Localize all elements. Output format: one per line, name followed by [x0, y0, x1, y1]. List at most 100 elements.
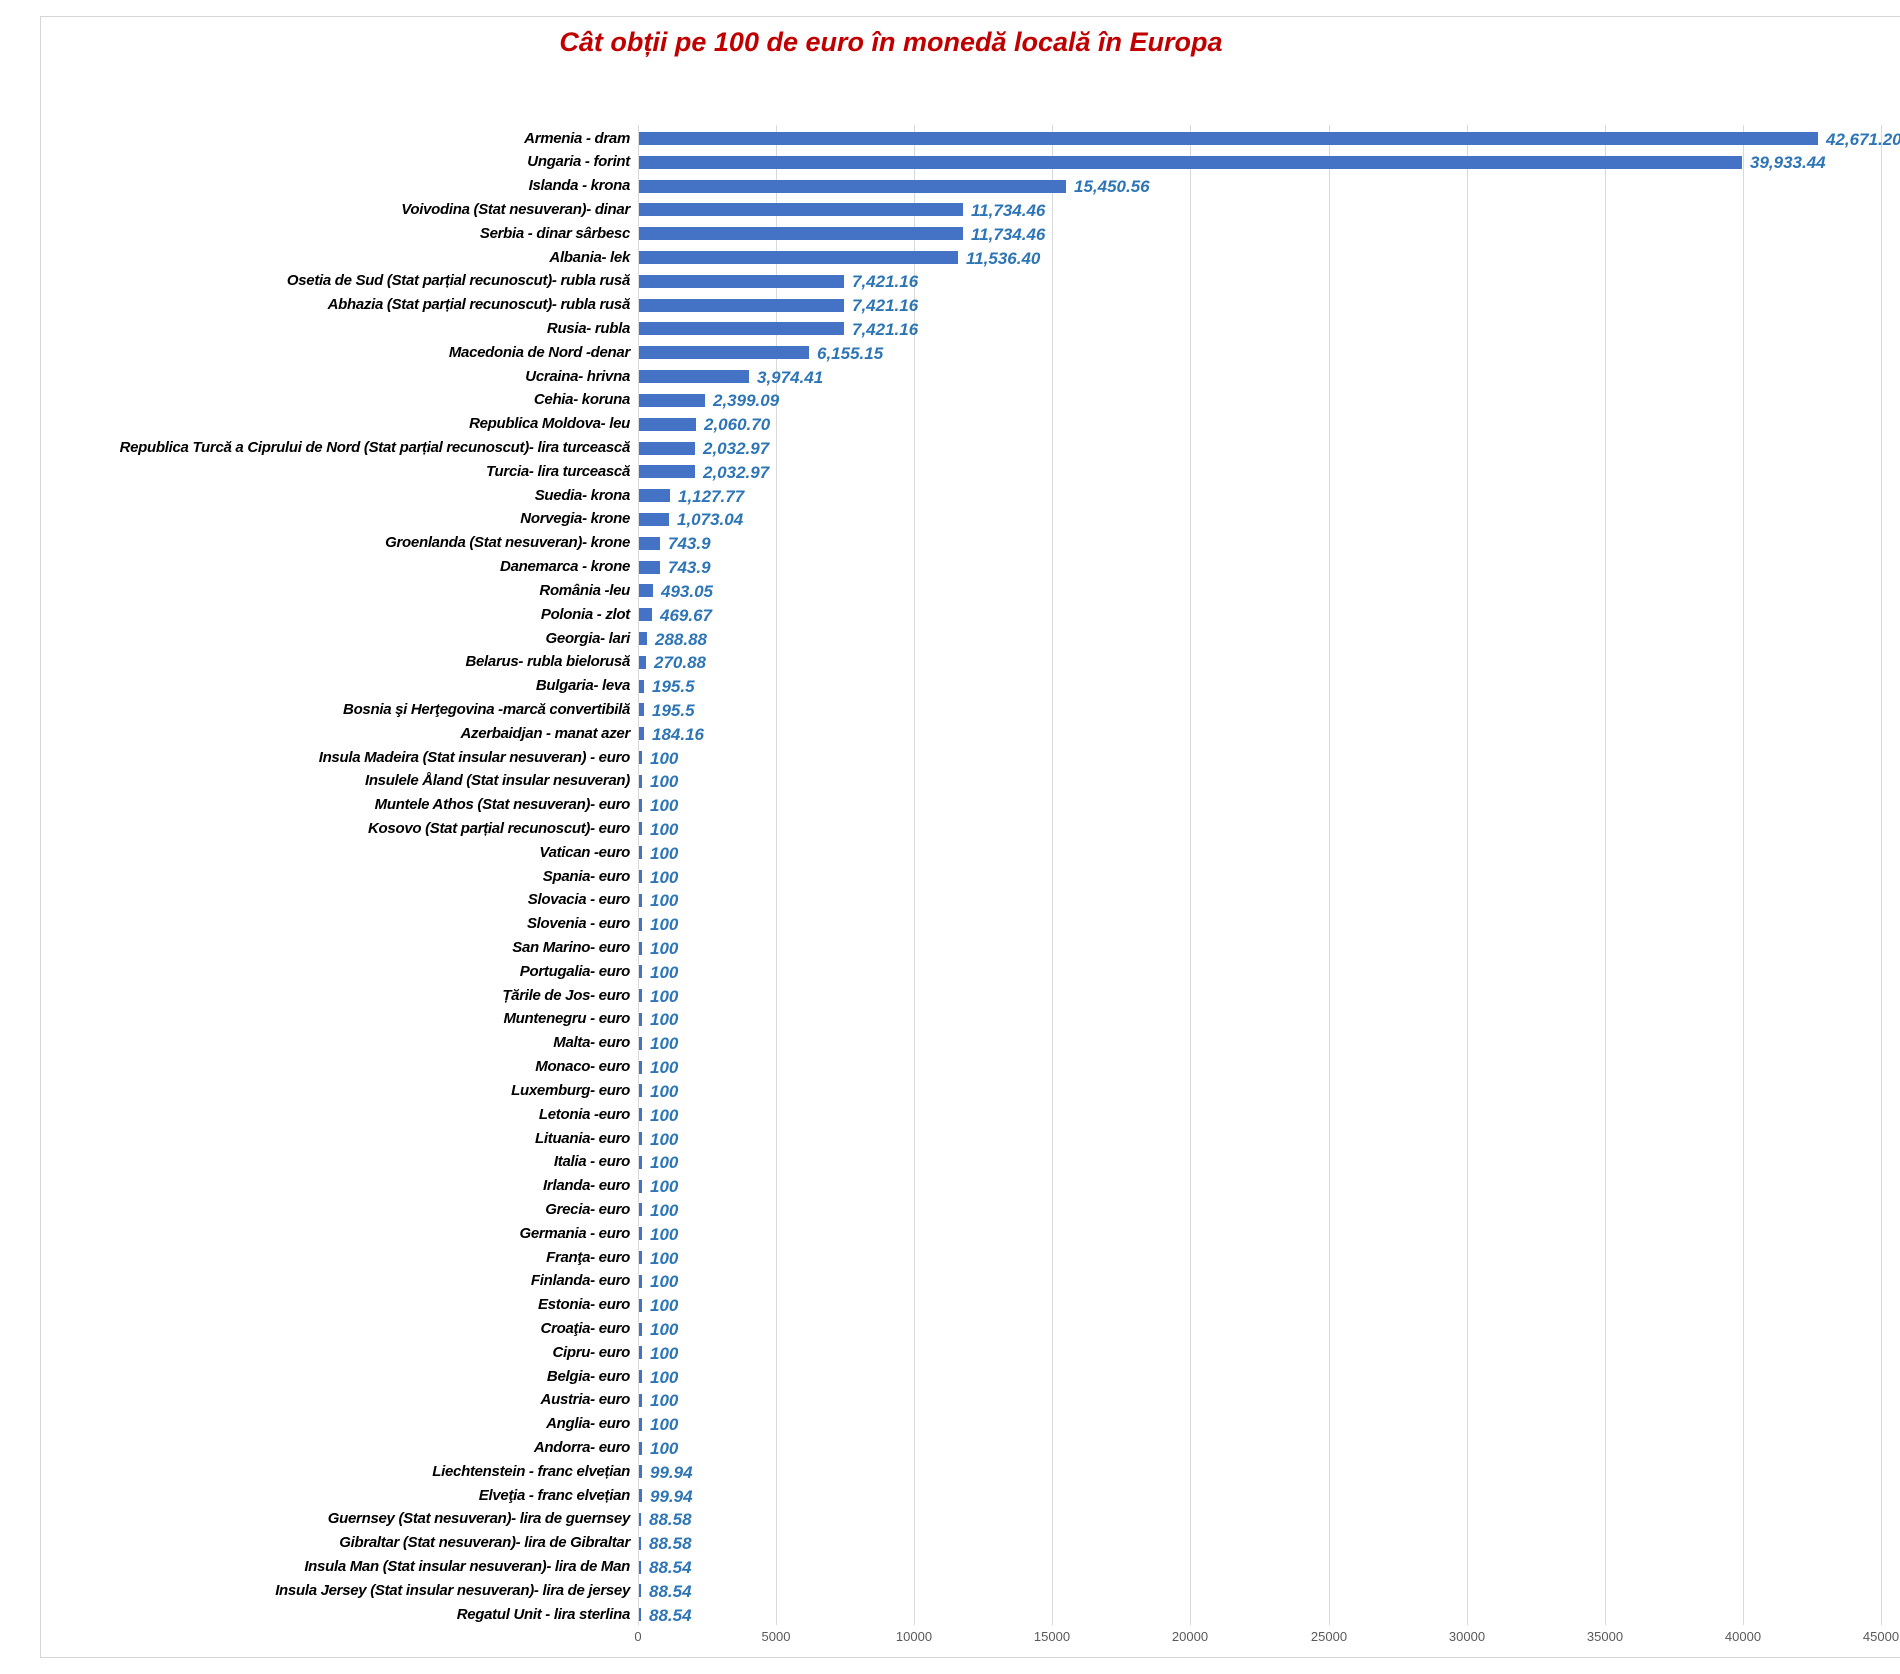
bar: [639, 1561, 641, 1574]
bar: [639, 1513, 641, 1526]
bar: [639, 894, 642, 907]
category-label: Vatican -euro: [539, 844, 630, 861]
category-label: Insula Madeira (Stat insular nesuveran) …: [318, 749, 631, 766]
value-label: 100: [650, 987, 679, 1006]
bar: [639, 1537, 641, 1550]
value-label: 288.88: [655, 630, 707, 649]
value-label: 100: [650, 1106, 679, 1125]
bar: [639, 632, 647, 645]
bar: [639, 394, 705, 407]
category-label: Portugalia- euro: [519, 963, 631, 980]
x-axis-tick-label: 20000: [1171, 1629, 1209, 1644]
value-label: 195.5: [652, 677, 695, 696]
category-label: Azerbaidjan - manat azer: [460, 725, 630, 742]
value-label: 184.16: [652, 725, 704, 744]
category-label: Guernsey (Stat nesuveran)- lira de guern…: [327, 1510, 631, 1527]
category-label: Osetia de Sud (Stat parțial recunoscut)-…: [286, 272, 630, 289]
bar: [639, 227, 963, 240]
bar: [639, 203, 963, 216]
category-label: Ungaria - forint: [527, 153, 630, 170]
category-label: Cehia- koruna: [533, 391, 630, 408]
value-label: 743.9: [668, 558, 711, 577]
value-label: 100: [650, 939, 679, 958]
bar: [639, 251, 958, 264]
value-label: 99.94: [650, 1487, 693, 1506]
bar: [639, 870, 642, 883]
category-label: Grecia- euro: [545, 1201, 630, 1218]
bar: [639, 1227, 642, 1240]
category-label: Croaţia- euro: [540, 1320, 631, 1337]
value-label: 2,399.09: [713, 391, 780, 410]
value-label: 100: [650, 963, 679, 982]
value-label: 88.58: [649, 1534, 692, 1553]
bar: [639, 1037, 642, 1050]
value-label: 100: [650, 1296, 679, 1315]
bar: [639, 1394, 642, 1407]
value-label: 100: [650, 1058, 679, 1077]
gridline: [1329, 125, 1330, 1625]
x-axis-tick-label: 45000: [1862, 1629, 1900, 1644]
gridline: [1881, 125, 1882, 1625]
category-label: Insula Man (Stat insular nesuveran)- lir…: [304, 1558, 630, 1575]
category-label: Voivodina (Stat nesuveran)- dinar: [401, 201, 630, 218]
bar: [639, 1299, 642, 1312]
category-label: Austria- euro: [540, 1391, 631, 1408]
bar: [639, 156, 1742, 169]
category-label: Italia - euro: [553, 1153, 630, 1170]
value-label: 100: [650, 1177, 679, 1196]
value-label: 3,974.41: [757, 368, 824, 387]
bar: [639, 1108, 642, 1121]
gridline: [1605, 125, 1606, 1625]
value-label: 100: [650, 1153, 679, 1172]
value-label: 100: [650, 772, 679, 791]
value-label: 100: [650, 1415, 679, 1434]
value-label: 100: [650, 1439, 679, 1458]
value-label: 1,127.77: [678, 487, 745, 506]
value-label: 100: [650, 820, 679, 839]
value-label: 100: [650, 1201, 679, 1220]
value-label: 100: [650, 1130, 679, 1149]
category-label: Belgia- euro: [546, 1368, 630, 1385]
category-label: Țările de Jos- euro: [502, 987, 630, 1004]
bar: [639, 1132, 642, 1145]
category-label: Liechtenstein - franc elvețian: [432, 1463, 630, 1480]
x-axis-tick-label: 5000: [761, 1629, 791, 1644]
category-label: Republica Turcă a Ciprului de Nord (Stat…: [119, 439, 631, 456]
value-label: 42,671.20: [1826, 130, 1900, 149]
bar: [639, 513, 669, 526]
value-label: 100: [650, 796, 679, 815]
value-label: 99.94: [650, 1463, 693, 1482]
bar: [639, 680, 644, 693]
value-label: 100: [650, 1344, 679, 1363]
gridline: [638, 125, 639, 1625]
bar: [639, 1061, 642, 1074]
category-label: Republica Moldova- leu: [469, 415, 630, 432]
gridline: [1467, 125, 1468, 1625]
x-axis-tick-label: 40000: [1724, 1629, 1762, 1644]
bar: [639, 1084, 642, 1097]
value-label: 100: [650, 1225, 679, 1244]
category-label: Franţa- euro: [546, 1249, 630, 1266]
value-label: 493.05: [661, 582, 713, 601]
bar: [639, 537, 660, 550]
bar: [639, 1442, 642, 1455]
category-label: Malta- euro: [553, 1034, 630, 1051]
bar: [639, 1180, 642, 1193]
value-label: 100: [650, 1082, 679, 1101]
bar: [639, 180, 1066, 193]
category-label: Armenia - dram: [524, 130, 630, 147]
bar: [639, 442, 695, 455]
value-label: 88.54: [649, 1606, 692, 1625]
category-label: Spania- euro: [542, 868, 631, 885]
value-label: 11,734.46: [971, 201, 1046, 220]
bar: [639, 132, 1818, 145]
value-label: 195.5: [652, 701, 695, 720]
x-axis-tick-label: 15000: [1033, 1629, 1071, 1644]
plot-area: 0 5000 10000 15000 20000 25000 30000 35000 40000…: [41, 17, 1900, 1657]
category-label: Polonia - zlot: [540, 606, 630, 623]
bar: [639, 775, 642, 788]
x-axis-tick-label: 0: [634, 1629, 642, 1644]
value-label: 7,421.16: [852, 296, 919, 315]
bar: [639, 965, 642, 978]
category-label: Georgia- lari: [545, 630, 631, 647]
